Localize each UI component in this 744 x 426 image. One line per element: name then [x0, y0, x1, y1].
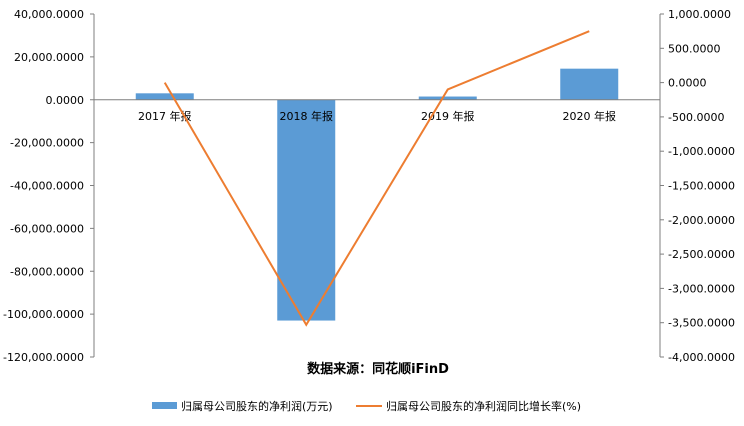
- source-note: 数据来源：同花顺iFinD: [307, 361, 449, 377]
- left-tick-label: -20,000.0000: [10, 137, 84, 150]
- right-tick-label: -1,500.0000: [668, 180, 735, 193]
- bar: [560, 68, 619, 100]
- legend-line-label: 归属母公司股东的净利润同比增长率(%): [386, 399, 581, 413]
- category-label: 2017 年报: [138, 109, 192, 123]
- right-tick-label: -2,500.0000: [668, 248, 735, 261]
- right-tick-label: -3,000.0000: [668, 282, 735, 295]
- right-tick-label: -2,000.0000: [668, 214, 735, 227]
- left-tick-label: -120,000.0000: [3, 351, 84, 364]
- left-tick-label: 0.0000: [46, 94, 85, 107]
- right-tick-label: -4,000.0000: [668, 351, 735, 364]
- left-tick-label: -80,000.0000: [10, 265, 84, 278]
- right-tick-label: 500.0000: [668, 42, 721, 55]
- right-tick-label: -500.0000: [668, 111, 724, 124]
- category-label: 2018 年报: [280, 109, 334, 123]
- left-tick-label: -40,000.0000: [10, 180, 84, 193]
- right-tick-label: -3,500.0000: [668, 317, 735, 330]
- left-tick-label: 40,000.0000: [14, 8, 84, 21]
- right-tick-label: 1,000.0000: [668, 8, 731, 21]
- left-tick-label: 20,000.0000: [14, 51, 84, 64]
- left-tick-label: -60,000.0000: [10, 222, 84, 235]
- category-label: 2020 年报: [563, 109, 617, 123]
- category-labels: 2017 年报 2018 年报 2019 年报 2020 年报: [138, 109, 616, 123]
- legend: 归属母公司股东的净利润(万元) 归属母公司股东的净利润同比增长率(%): [152, 399, 581, 413]
- bar-series: [135, 68, 619, 321]
- left-tick-label: -100,000.0000: [3, 308, 84, 321]
- bar: [418, 96, 477, 100]
- growth-rate-line: [163, 30, 590, 327]
- legend-bar-label: 归属母公司股东的净利润(万元): [181, 399, 333, 413]
- right-tick-label: 0.0000: [668, 77, 707, 90]
- bar: [277, 99, 336, 321]
- right-axis-ticks: 1,000.0000 500.0000 0.0000 -500.0000 -1,000.…: [660, 8, 735, 364]
- bar: [135, 93, 194, 100]
- legend-bar-swatch: [152, 402, 177, 409]
- left-axis-ticks: 40,000.0000 20,000.0000 0.0000 -20,000.0000…: [3, 8, 94, 364]
- right-tick-label: -1,000.0000: [668, 145, 735, 158]
